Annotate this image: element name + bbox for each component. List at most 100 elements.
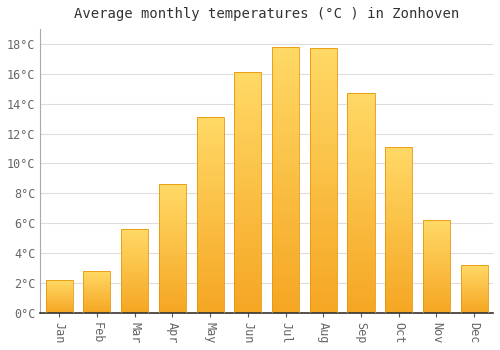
Bar [460,305,488,306]
Bar [460,299,488,300]
Bar [234,152,262,154]
Bar [121,232,148,233]
Bar [310,109,337,112]
Bar [159,260,186,261]
Bar [460,295,488,296]
Bar [385,245,412,246]
Bar [159,208,186,209]
Bar [196,189,224,191]
Bar [159,264,186,265]
Bar [460,286,488,287]
Bar [348,302,374,304]
Bar [121,284,148,285]
Bar [121,274,148,275]
Bar [159,256,186,258]
Bar [348,122,374,124]
Bar [272,193,299,196]
Bar [196,194,224,195]
Bar [310,114,337,117]
Bar [348,100,374,102]
Bar [310,189,337,191]
Bar [310,239,337,241]
Bar [385,231,412,233]
Bar [234,255,262,257]
Bar [385,311,412,313]
Bar [272,275,299,278]
Bar [196,264,224,266]
Bar [460,282,488,283]
Bar [348,198,374,201]
Bar [423,280,450,281]
Bar [348,96,374,98]
Bar [310,300,337,302]
Bar [385,298,412,299]
Bar [310,310,337,313]
Bar [234,159,262,161]
Bar [423,243,450,244]
Bar [310,231,337,233]
Bar [84,296,110,297]
Bar [460,301,488,302]
Bar [234,116,262,118]
Bar [385,205,412,206]
Bar [84,279,110,280]
Bar [121,311,148,312]
Bar [84,284,110,285]
Bar [423,246,450,247]
Bar [460,274,488,275]
Bar [84,297,110,298]
Bar [159,220,186,222]
Bar [234,303,262,306]
Bar [423,266,450,267]
Bar [159,210,186,211]
Bar [121,245,148,246]
Bar [310,62,337,64]
Bar [84,271,110,272]
Bar [234,224,262,226]
Bar [234,72,262,313]
Bar [159,308,186,309]
Bar [159,198,186,200]
Bar [460,309,488,310]
Bar [121,302,148,303]
Bar [121,247,148,248]
Bar [234,132,262,135]
Bar [310,271,337,273]
Bar [159,247,186,248]
Bar [310,159,337,162]
Bar [348,141,374,144]
Bar [272,58,299,60]
Bar [385,268,412,270]
Bar [348,115,374,117]
Bar [84,299,110,300]
Bar [460,292,488,293]
Bar [272,82,299,84]
Bar [272,238,299,241]
Bar [234,178,262,181]
Bar [121,299,148,300]
Bar [385,163,412,165]
Bar [423,234,450,235]
Bar [234,193,262,195]
Bar [348,135,374,137]
Bar [310,51,337,54]
Bar [159,279,186,281]
Bar [348,174,374,177]
Bar [196,234,224,236]
Bar [234,250,262,253]
Bar [272,111,299,113]
Bar [460,277,488,278]
Bar [196,119,224,121]
Bar [234,286,262,289]
Bar [272,225,299,228]
Bar [196,166,224,168]
Bar [423,224,450,225]
Bar [234,284,262,286]
Bar [234,168,262,171]
Bar [310,289,337,292]
Bar [272,228,299,230]
Bar [159,202,186,204]
Bar [460,303,488,304]
Bar [385,178,412,180]
Bar [196,295,224,297]
